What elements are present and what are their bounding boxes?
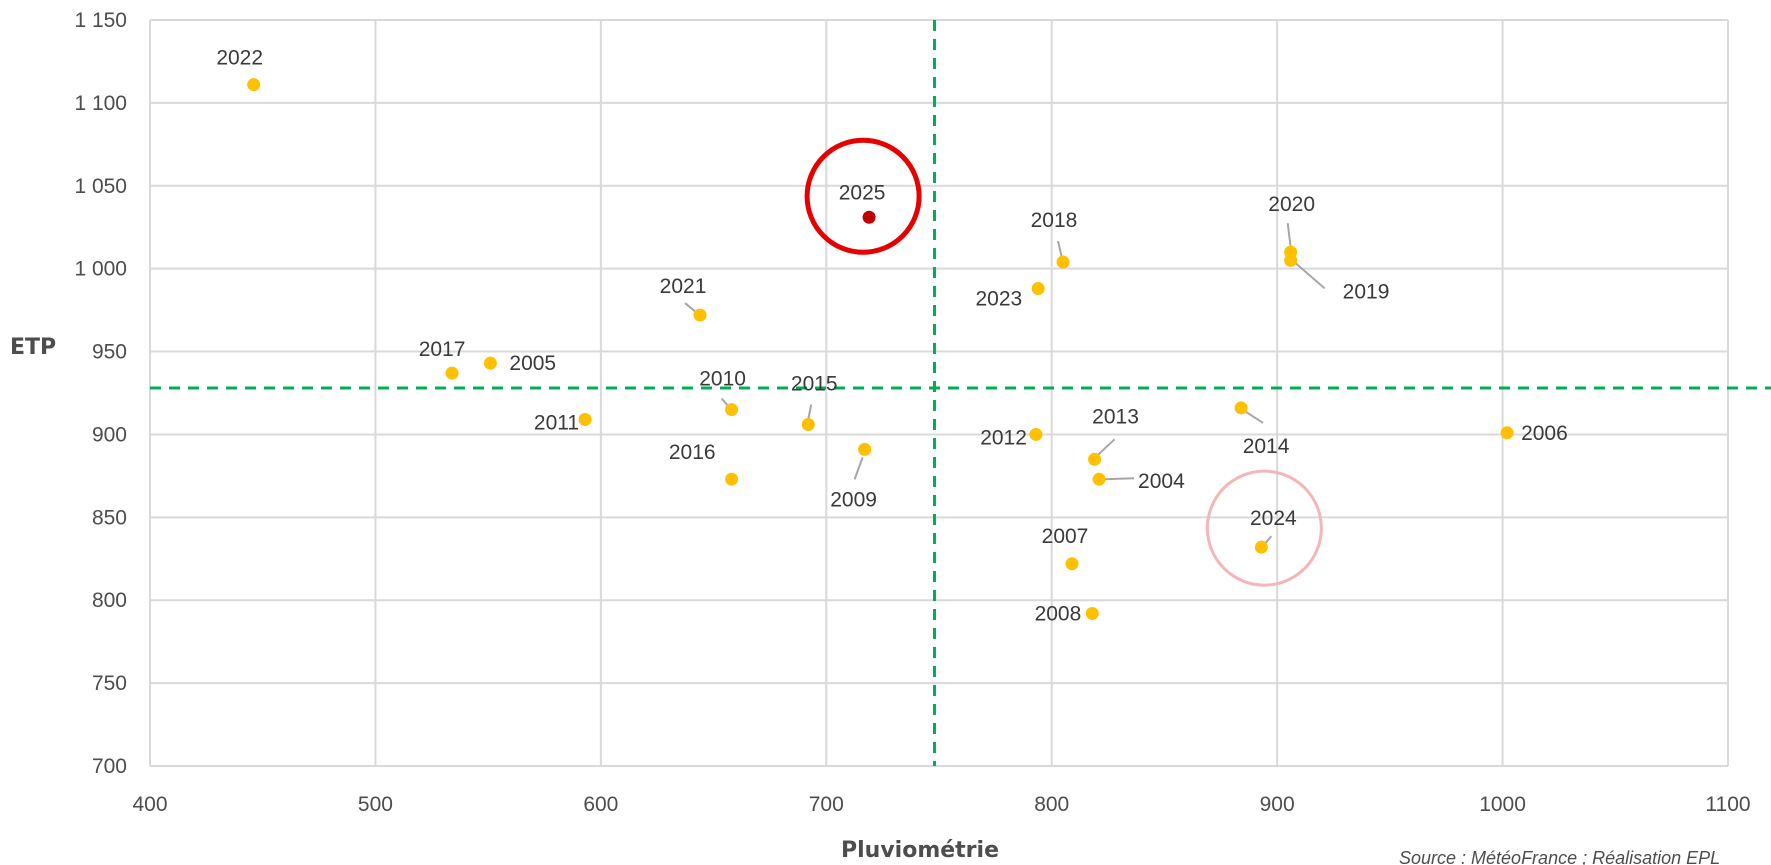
- leader-line-2020: [1286, 222, 1292, 248]
- point-2006: [1500, 426, 1514, 440]
- leader-line-2015: [807, 404, 813, 420]
- point-2023: [1031, 282, 1045, 296]
- point-label-2004: 2004: [1138, 470, 1185, 493]
- point-label-2010: 2010: [699, 368, 746, 391]
- label-leader-lines: [684, 222, 1326, 544]
- y-tick-label: 1 150: [74, 9, 127, 32]
- point-label-2011: 2011: [534, 412, 579, 435]
- point-2004: [1092, 472, 1106, 486]
- point-2018: [1056, 255, 1070, 269]
- leader-line-2024: [1264, 535, 1273, 544]
- point-label-2023: 2023: [975, 288, 1022, 311]
- y-tick-label: 1 050: [74, 175, 127, 198]
- x-axis-ticks: 400 500 600 700 800 900 1000 1100: [132, 793, 1750, 816]
- leader-line-2018: [1057, 240, 1063, 259]
- point-2014: [1234, 401, 1248, 415]
- leader-line-2014: [1245, 411, 1264, 424]
- grid-lines: [149, 19, 1729, 767]
- point-label-2013: 2013: [1092, 405, 1139, 428]
- point-2008: [1085, 606, 1099, 620]
- point-label-2021: 2021: [660, 275, 707, 298]
- point-label-2014: 2014: [1243, 435, 1290, 458]
- point-label-2005: 2005: [509, 352, 556, 375]
- y-tick-label: 700: [92, 755, 127, 778]
- source-note: Source : MétéoFrance ; Réalisation EPL: [1399, 848, 1720, 865]
- y-tick-label: 750: [92, 672, 127, 695]
- x-tick-label: 900: [1260, 793, 1295, 816]
- point-2021: [693, 308, 707, 322]
- point-2013: [1088, 452, 1102, 466]
- x-tick-label: 1000: [1479, 793, 1526, 816]
- point-label-2008: 2008: [1035, 602, 1082, 625]
- point-2016: [725, 472, 739, 486]
- y-axis-ticks: 700 750 800 850 900 950 1 000 1 050 1 100 1 150: [74, 9, 127, 778]
- highlight-circle-2025: [804, 137, 922, 255]
- x-tick-label: 600: [583, 793, 618, 816]
- point-label-2015: 2015: [791, 372, 838, 395]
- x-tick-label: 700: [809, 793, 844, 816]
- point-2007: [1065, 557, 1079, 571]
- reference-lines: [150, 20, 1771, 766]
- y-tick-label: 1 000: [74, 258, 127, 281]
- point-2019: [1284, 253, 1298, 267]
- leader-line-2004: [1104, 477, 1135, 481]
- leader-line-2021: [684, 302, 697, 313]
- x-tick-label: 500: [358, 793, 393, 816]
- point-2022: [247, 78, 261, 92]
- x-tick-label: 400: [132, 793, 167, 816]
- point-label-2016: 2016: [669, 441, 716, 464]
- point-label-2020: 2020: [1268, 193, 1315, 216]
- point-label-2018: 2018: [1031, 209, 1078, 232]
- point-label-2019: 2019: [1343, 280, 1390, 303]
- point-label-2009: 2009: [830, 488, 877, 511]
- leader-line-2009: [853, 457, 864, 480]
- y-tick-label: 1 100: [74, 92, 127, 115]
- x-tick-label: 800: [1034, 793, 1069, 816]
- x-axis-title: Pluviométrie: [841, 838, 999, 863]
- y-tick-label: 900: [92, 423, 127, 446]
- point-2005: [483, 356, 497, 370]
- point-label-2024: 2024: [1250, 507, 1297, 530]
- y-tick-label: 950: [92, 341, 127, 364]
- point-2009: [858, 442, 872, 456]
- point-label-2012: 2012: [980, 426, 1027, 449]
- highlight-circles: [804, 137, 1323, 587]
- point-2015: [801, 417, 815, 431]
- point-label-2006: 2006: [1521, 422, 1568, 445]
- point-label-2017: 2017: [419, 338, 466, 361]
- y-tick-label: 850: [92, 506, 127, 529]
- point-2011: [578, 413, 592, 427]
- point-label-2025: 2025: [839, 181, 886, 204]
- y-axis-title: ETP: [10, 335, 56, 360]
- point-label-2007: 2007: [1042, 525, 1089, 548]
- point-2012: [1029, 427, 1043, 441]
- point-2024: [1254, 540, 1268, 554]
- data-points: [247, 78, 1514, 620]
- x-tick-label: 1100: [1705, 793, 1750, 816]
- leader-line-2019: [1294, 261, 1326, 290]
- highlight-circle-2024: [1205, 469, 1323, 587]
- point-2017: [445, 366, 459, 380]
- point-2025: [862, 210, 876, 224]
- point-labels: 2022 2025 2018 2020 2019 2023 2021 2017 2005 2010…: [216, 47, 1567, 626]
- y-tick-label: 800: [92, 589, 127, 612]
- leader-line-2013: [1096, 438, 1116, 457]
- point-2010: [725, 403, 739, 417]
- point-label-2022: 2022: [216, 47, 263, 70]
